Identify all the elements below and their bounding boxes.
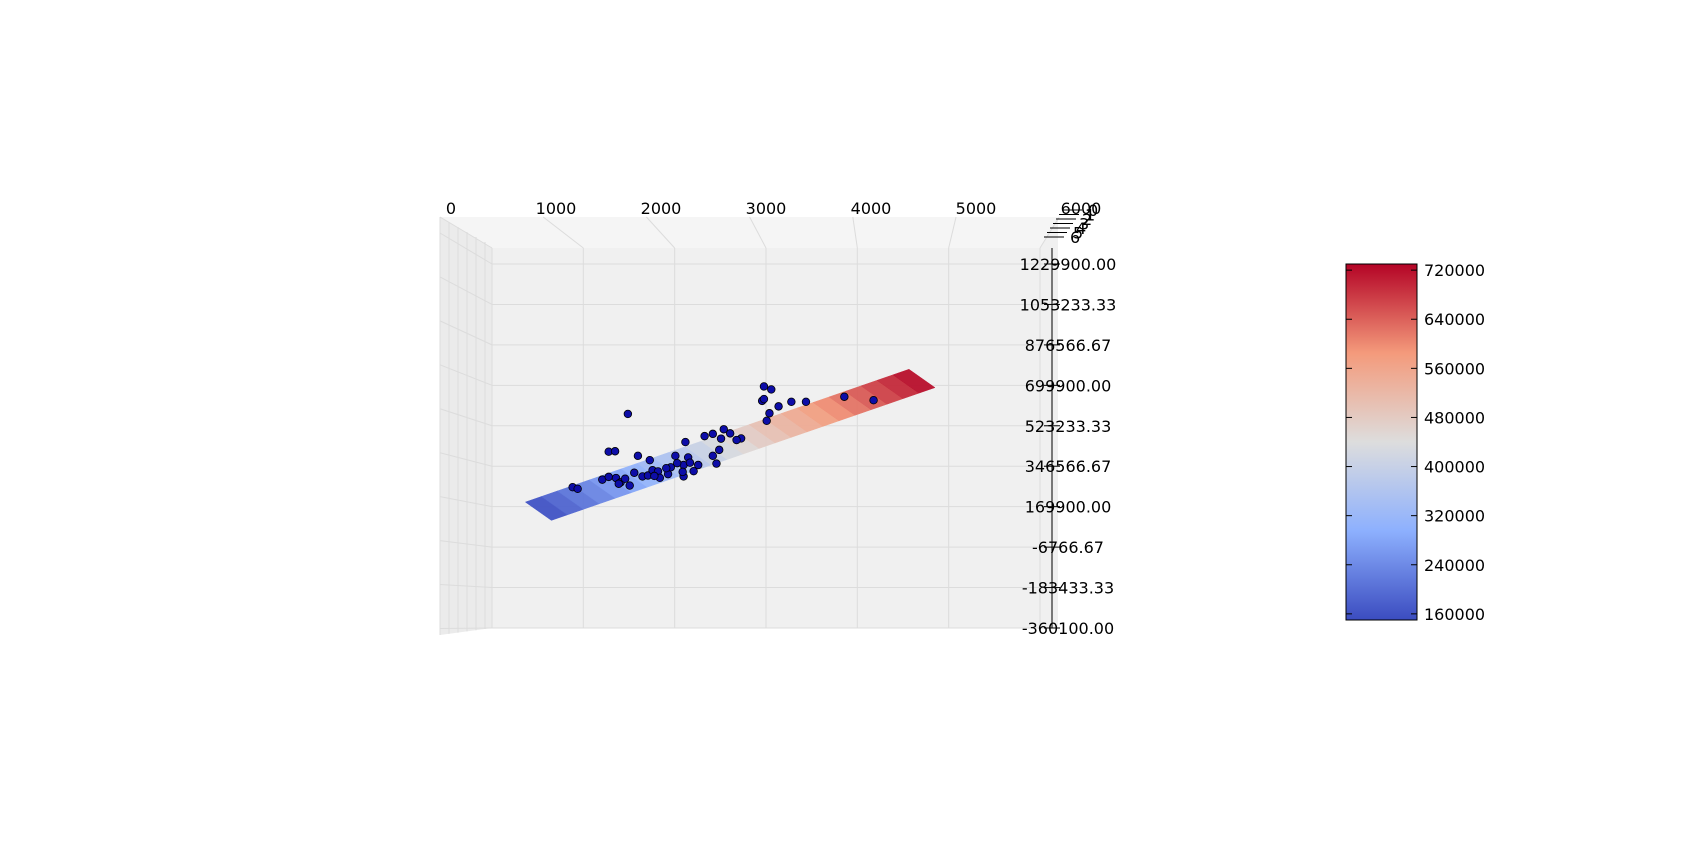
z-tick-label: 169900.00 bbox=[1025, 498, 1112, 517]
z-tick-label: 699900.00 bbox=[1025, 376, 1112, 395]
data-point bbox=[840, 392, 849, 401]
colorbar-tick-label: 640000 bbox=[1424, 310, 1485, 329]
data-point bbox=[662, 463, 671, 473]
data-point bbox=[712, 459, 721, 468]
data-point bbox=[678, 467, 687, 477]
data-point bbox=[767, 385, 776, 394]
colorbar-tick-label: 480000 bbox=[1424, 408, 1485, 427]
data-point bbox=[610, 447, 620, 456]
data-point bbox=[689, 466, 698, 476]
x-tick-label: 5000 bbox=[956, 199, 997, 218]
x-tick-labels: 0 1000 2000 3000 4000 5000 6000 bbox=[446, 199, 1101, 218]
z-tick-label: 876566.67 bbox=[1025, 336, 1112, 355]
data-point bbox=[732, 435, 741, 445]
x-tick-label: 2000 bbox=[641, 199, 682, 218]
colorbar-tick-label: 400000 bbox=[1424, 458, 1485, 477]
data-point bbox=[645, 455, 654, 465]
y-tick-label: 5 bbox=[1073, 224, 1083, 243]
colorbar-gradient bbox=[1345, 263, 1418, 621]
colorbar-ticks: 720000 640000 560000 480000 400000 320000 2400… bbox=[1346, 261, 1485, 624]
data-point bbox=[715, 445, 724, 455]
data-point bbox=[671, 451, 680, 461]
data-point bbox=[708, 451, 718, 461]
z-tick-label: 346566.67 bbox=[1025, 457, 1112, 476]
data-point bbox=[869, 395, 878, 405]
data-point bbox=[633, 451, 643, 461]
data-point bbox=[719, 425, 728, 434]
data-point bbox=[759, 394, 769, 404]
colorbar-tick-label: 240000 bbox=[1424, 556, 1485, 575]
grid-line-side bbox=[439, 627, 493, 629]
data-point bbox=[625, 481, 634, 490]
x-tick-label: 0 bbox=[446, 199, 456, 218]
colorbar-tick-label: 720000 bbox=[1424, 261, 1485, 280]
data-point bbox=[604, 472, 613, 482]
data-point bbox=[623, 409, 633, 419]
colorbar-tick-label: 560000 bbox=[1424, 359, 1485, 378]
data-point bbox=[759, 382, 769, 391]
data-point bbox=[762, 416, 771, 425]
data-point bbox=[787, 397, 796, 406]
data-point bbox=[725, 429, 735, 438]
surface-patch bbox=[892, 369, 936, 394]
z-tick-label: -6766.67 bbox=[1032, 538, 1104, 557]
z-tick-label: 1229900.00 bbox=[1020, 255, 1117, 274]
y-tick-label: 6 bbox=[1070, 228, 1080, 247]
grid-line-floor bbox=[542, 216, 584, 249]
data-point bbox=[765, 409, 774, 418]
colorbar-tick-label: 320000 bbox=[1424, 507, 1485, 526]
data-point bbox=[694, 460, 703, 470]
data-point bbox=[708, 429, 718, 439]
data-point bbox=[573, 484, 582, 493]
y-tick-label: 0 bbox=[1088, 201, 1098, 220]
data-point bbox=[716, 434, 726, 443]
grid-line-floor bbox=[852, 216, 858, 249]
depth-ticks bbox=[439, 217, 486, 635]
grid-line-floor bbox=[749, 216, 767, 249]
x-tick-label: 4000 bbox=[851, 199, 892, 218]
x-tick-label: 1000 bbox=[536, 199, 577, 218]
data-point bbox=[614, 479, 623, 488]
x-tick-label: 3000 bbox=[746, 199, 787, 218]
back-pane bbox=[440, 217, 1058, 628]
z-tick-labels: 1229900.00 1053233.33 876566.67 699900.00 52… bbox=[1020, 255, 1117, 638]
scatter-points bbox=[568, 382, 878, 493]
z-tick-label: 523233.33 bbox=[1025, 417, 1112, 436]
data-point bbox=[774, 402, 783, 411]
floor-pane bbox=[440, 217, 1058, 248]
grid-line-floor bbox=[646, 216, 676, 249]
x-tick-label: 6000 bbox=[1061, 199, 1102, 218]
z-tick-label: -183433.33 bbox=[1022, 579, 1114, 598]
y-tick-label: 2 bbox=[1082, 210, 1092, 229]
y-tick-label: 3 bbox=[1079, 215, 1089, 234]
z-tick-label: -360100.00 bbox=[1022, 619, 1114, 638]
data-point bbox=[681, 437, 690, 447]
z-tick-label: 1053233.33 bbox=[1020, 295, 1117, 314]
data-point bbox=[620, 474, 630, 483]
data-point bbox=[801, 397, 811, 406]
colorbar: 720000 640000 560000 480000 400000 320000 2400… bbox=[1345, 261, 1485, 624]
data-point bbox=[685, 458, 695, 467]
data-point bbox=[700, 431, 709, 441]
grid-line-floor bbox=[948, 216, 957, 249]
y-tick-label: 4 bbox=[1076, 219, 1086, 238]
y-tick-label: 1 bbox=[1085, 206, 1095, 225]
side-pane bbox=[440, 217, 492, 635]
data-point bbox=[650, 471, 659, 481]
colorbar-tick-label: 160000 bbox=[1424, 605, 1485, 624]
data-point bbox=[672, 458, 682, 468]
data-point bbox=[630, 468, 639, 477]
